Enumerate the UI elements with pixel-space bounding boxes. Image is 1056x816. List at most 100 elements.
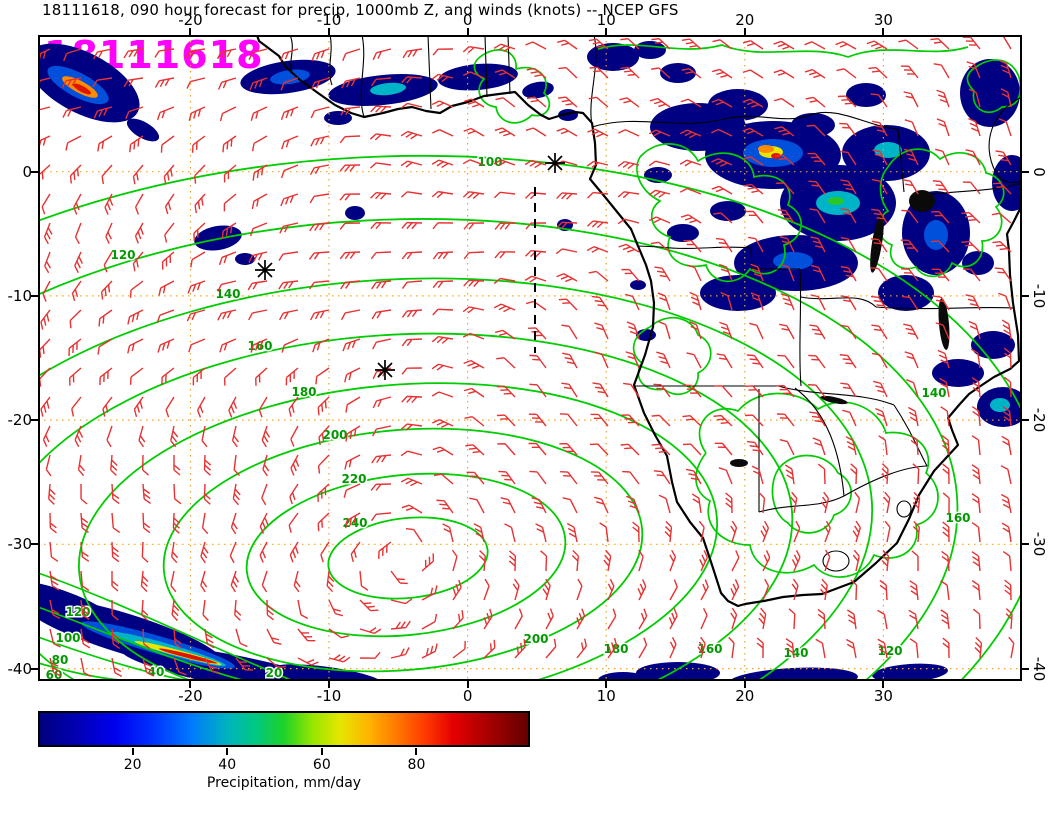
lat-tick-label-left: -10 xyxy=(7,286,33,305)
land-contour xyxy=(695,392,939,578)
axis-tick-mark xyxy=(1022,419,1029,422)
colorbar-tick-label: 60 xyxy=(312,757,331,773)
colorbar-label: Precipitation, mm/day xyxy=(206,775,362,791)
border xyxy=(360,35,365,118)
country-borders xyxy=(289,35,1022,572)
colorbar-tick-label: 40 xyxy=(218,757,237,773)
contour-label: 100 xyxy=(477,155,502,169)
lat-tick-label-left: -20 xyxy=(7,411,33,430)
lon-tick-label-bottom: 0 xyxy=(462,687,473,705)
axis-tick-mark xyxy=(1022,294,1029,297)
lon-tick-label-bottom: 10 xyxy=(596,687,616,705)
border xyxy=(800,296,877,308)
contour-label: 220 xyxy=(341,472,366,486)
border xyxy=(897,128,905,193)
axis-tick-mark xyxy=(1022,667,1029,670)
annotations xyxy=(255,153,565,380)
lon-tick-label-bottom: 20 xyxy=(735,687,755,705)
axis-tick-mark xyxy=(1022,543,1029,546)
lat-tick-label-right: -20 xyxy=(1030,407,1048,433)
colorbar-area: 20 40 60 80 Precipitation, mm/day xyxy=(38,711,530,801)
contour-label: 100 xyxy=(55,631,80,645)
border xyxy=(289,35,293,72)
axis-tick-mark xyxy=(605,681,608,688)
plot-frame xyxy=(38,35,1022,681)
axis-tick-mark xyxy=(31,170,38,173)
colorbar-tick-label: 80 xyxy=(407,757,426,773)
lon-tick-label-bottom: -20 xyxy=(178,687,203,705)
border xyxy=(799,268,802,387)
border xyxy=(507,35,511,95)
contour-label: 120 xyxy=(110,248,135,262)
contour-label: 40 xyxy=(148,665,165,679)
colorbar-tick-label: 20 xyxy=(123,757,142,773)
colorbar-tick-mark xyxy=(320,748,323,755)
contour-label: 20 xyxy=(266,666,283,680)
border-swaziland xyxy=(896,500,912,518)
border xyxy=(794,387,845,497)
storm-marker xyxy=(545,153,565,173)
border xyxy=(875,306,1014,310)
axis-tick-mark xyxy=(31,667,38,670)
land-contour xyxy=(597,44,969,58)
axis-tick-mark xyxy=(743,681,746,688)
axis-tick-mark xyxy=(1022,170,1029,173)
lat-tick-label-right: -30 xyxy=(1030,532,1048,557)
axis-tick-mark xyxy=(605,28,608,35)
axis-tick-mark xyxy=(31,543,38,546)
contour-label: 140 xyxy=(783,646,808,660)
border xyxy=(591,111,899,130)
axis-tick-mark xyxy=(31,294,38,297)
land-contour xyxy=(966,59,1022,113)
border xyxy=(484,35,488,98)
border xyxy=(329,35,333,86)
sw-trough-contour xyxy=(38,606,247,681)
precipitation-shading xyxy=(38,41,1022,681)
contour-label: 200 xyxy=(523,632,548,646)
axis-tick-mark xyxy=(328,28,331,35)
storm-markers xyxy=(255,153,565,380)
border xyxy=(893,404,928,467)
lon-tick-label-top: 20 xyxy=(735,11,755,29)
border xyxy=(590,35,597,126)
salt-pan xyxy=(730,459,748,467)
contour-label: 180 xyxy=(291,385,316,399)
sw-trough-contour xyxy=(38,636,191,681)
lake-malawi xyxy=(938,298,950,350)
latlon-gridlines xyxy=(38,35,1022,681)
lon-tick-label-bottom: -10 xyxy=(316,687,342,705)
land-contour xyxy=(473,49,551,124)
axis-tick-mark xyxy=(466,28,469,35)
height-contour-rings xyxy=(38,154,1022,681)
axis-tick-mark xyxy=(466,681,469,688)
colorbar-tick-mark xyxy=(131,748,134,755)
border xyxy=(843,465,928,497)
border-lesotho xyxy=(822,550,850,572)
border xyxy=(427,35,432,110)
colorbar-tick-mark xyxy=(226,748,229,755)
lakes xyxy=(730,190,950,467)
axis-tick-mark xyxy=(31,419,38,422)
lon-tick-label-bottom: 30 xyxy=(873,687,893,705)
axis-tick-mark xyxy=(882,681,885,688)
lake-victoria xyxy=(909,190,935,212)
contour-label: 140 xyxy=(215,287,240,301)
contour-label: 200 xyxy=(322,428,347,442)
lat-tick-label-right: -10 xyxy=(1030,283,1048,309)
lat-tick-label-left: -30 xyxy=(7,535,33,554)
contour-label: 160 xyxy=(247,339,272,353)
sw-trough-contour xyxy=(38,572,294,681)
height-contour-curves xyxy=(38,44,1022,681)
border xyxy=(777,385,895,406)
storm-marker xyxy=(255,260,275,280)
contour-label: 180 xyxy=(603,642,628,656)
lon-tick-label-top: 30 xyxy=(873,11,893,29)
land-contour xyxy=(771,454,852,534)
lat-tick-label-right: 0 xyxy=(1030,166,1048,177)
lat-tick-label-right: -40 xyxy=(1030,656,1048,681)
colorbar xyxy=(38,711,530,747)
contour-label: 160 xyxy=(945,511,970,525)
border xyxy=(758,495,845,513)
